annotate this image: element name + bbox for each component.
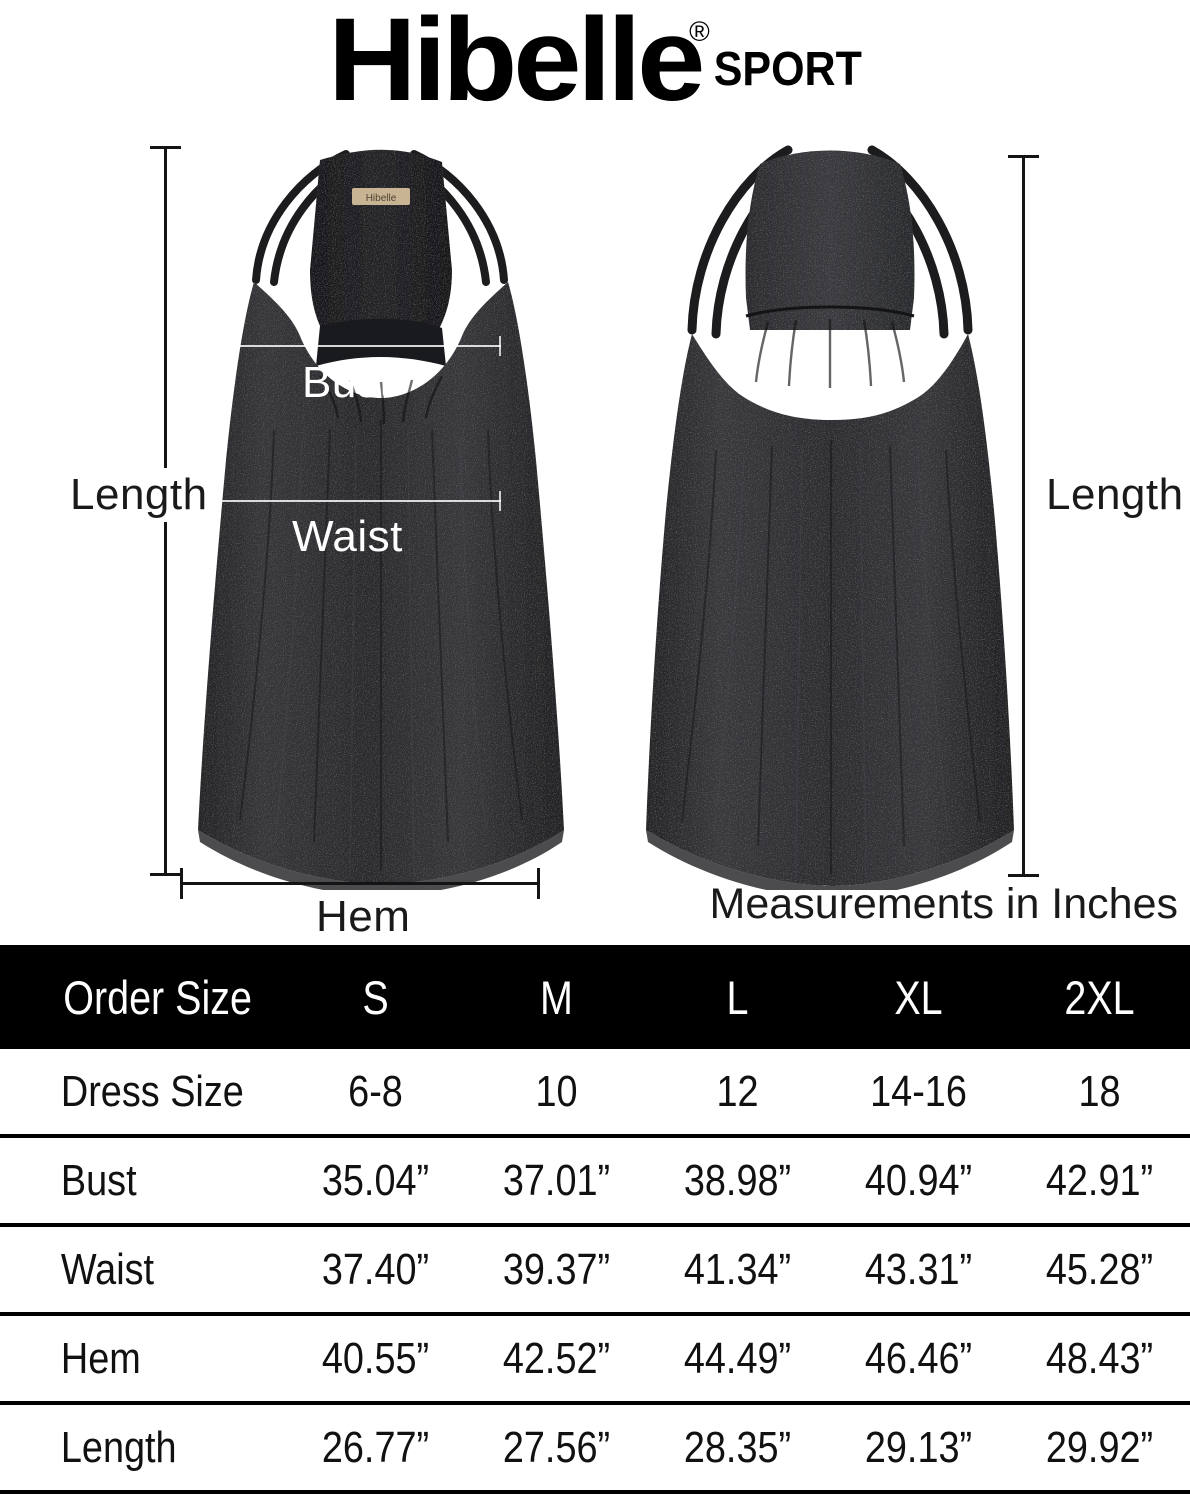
header-size-xl: XL — [828, 945, 1009, 1049]
cell-length-2xl: 29.92” — [1009, 1401, 1190, 1494]
cell-hem-s: 40.55” — [285, 1312, 466, 1403]
waist-label: Waist — [292, 512, 403, 561]
cell-hem-l: 44.49” — [647, 1312, 828, 1403]
table-row: Length 26.77” 27.56” 28.35” 29.13” 29.92… — [0, 1401, 1190, 1494]
cell-dress-size-l: 12 — [716, 1066, 759, 1116]
cell-waist-m: 39.37” — [466, 1223, 647, 1314]
cell-length-l: 28.35” — [647, 1401, 828, 1494]
waist-line-cap-right — [499, 491, 501, 511]
brand-logo: Hibelle ® SPORT — [328, 0, 862, 126]
cell-waist-l: 41.34” — [647, 1223, 828, 1314]
cell-waist-s: 37.40” — [285, 1223, 466, 1314]
row-label-bust: Bust — [0, 1134, 285, 1225]
size-chart-table: Order Size S M L XL 2XL Dress Size — [0, 945, 1190, 1494]
cell-hem-2xl: 48.43” — [1009, 1312, 1190, 1403]
cell-bust-2xl: 42.91” — [1009, 1134, 1190, 1225]
cell-waist-2xl: 45.28” — [1009, 1223, 1190, 1314]
cell-dress-size-s: 6-8 — [348, 1066, 403, 1116]
garment-back-view — [646, 145, 1014, 890]
cell-hem-xl: 46.46” — [828, 1312, 1009, 1403]
length-back-cap-bottom — [1008, 874, 1039, 877]
row-label-length: Length — [0, 1401, 285, 1494]
header-size-l: L — [647, 945, 828, 1049]
hem-cap-left — [180, 868, 183, 899]
cell-bust-xl: 40.94” — [828, 1134, 1009, 1225]
cell-hem-m: 42.52” — [466, 1312, 647, 1403]
cell-bust-s: 35.04” — [285, 1134, 466, 1225]
length-label-front: Length — [62, 468, 216, 522]
cell-waist-xl: 43.31” — [828, 1223, 1009, 1314]
table-row: Hem 40.55” 42.52” 44.49” 46.46” 48.43” — [0, 1312, 1190, 1403]
header-size-2xl: 2XL — [1009, 945, 1190, 1049]
table-row: Dress Size 6-8 10 12 14-16 18 — [0, 1049, 1190, 1136]
cell-length-m: 27.56” — [466, 1401, 647, 1494]
cell-dress-size-m: 10 — [535, 1066, 578, 1116]
svg-text:Hibelle: Hibelle — [366, 193, 397, 204]
length-back-cap-top — [1008, 155, 1039, 158]
bust-label: Bust — [302, 358, 393, 407]
length-measure-line-back — [1008, 155, 1039, 877]
header-order-size: Order Size — [0, 945, 285, 1049]
waist-measure-line — [205, 491, 501, 511]
hem-measure-line — [180, 868, 540, 899]
table-header-row: Order Size S M L XL 2XL — [0, 945, 1190, 1049]
bust-line-cap-right — [499, 336, 501, 356]
length-front-cap-top — [150, 146, 181, 149]
size-chart-header: Order Size S M L XL 2XL — [0, 945, 1190, 1049]
measurement-units-note: Measurements in Inches — [709, 880, 1178, 928]
hem-label: Hem — [316, 892, 411, 942]
hem-cap-right — [537, 868, 540, 899]
table-row: Bust 35.04” 37.01” 38.98” 40.94” 42.91” — [0, 1134, 1190, 1225]
length-front-cap-bottom — [150, 873, 181, 876]
row-label-waist: Waist — [0, 1223, 285, 1314]
row-label-dress-size: Dress Size — [60, 1066, 244, 1116]
row-label-hem: Hem — [0, 1312, 285, 1403]
brand-wordmark: Hibelle — [328, 0, 705, 126]
garment-illustration: Hibelle — [0, 130, 1190, 945]
size-chart-body: Dress Size 6-8 10 12 14-16 18 Bust 3 — [0, 1049, 1190, 1494]
bust-measure-line — [205, 336, 501, 356]
garment-front-view: Hibelle — [198, 149, 564, 890]
cell-length-xl: 29.13” — [828, 1401, 1009, 1494]
cell-bust-l: 38.98” — [647, 1134, 828, 1225]
cell-dress-size-xl: 14-16 — [870, 1066, 967, 1116]
cell-bust-m: 37.01” — [466, 1134, 647, 1225]
cell-dress-size-2xl: 18 — [1078, 1066, 1121, 1116]
cell-length-s: 26.77” — [285, 1401, 466, 1494]
bust-line-cap-left — [205, 336, 207, 356]
length-label-back: Length — [1040, 468, 1190, 522]
brand-header: Hibelle ® SPORT — [0, 0, 1190, 130]
header-size-s: S — [285, 945, 466, 1049]
brand-sub-wordmark: SPORT — [713, 42, 862, 97]
registered-trademark-icon: ® — [689, 16, 710, 47]
table-row: Waist 37.40” 39.37” 41.34” 43.31” 45.28” — [0, 1223, 1190, 1314]
header-size-m: M — [466, 945, 647, 1049]
